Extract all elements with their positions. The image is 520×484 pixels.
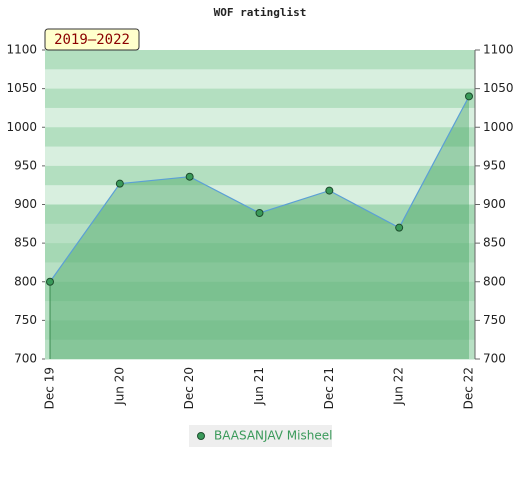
y2-tick-label: 700 bbox=[483, 352, 506, 366]
y2-tick-label: 1000 bbox=[483, 120, 514, 134]
y-tick-label: 850 bbox=[14, 236, 37, 250]
legend-marker bbox=[197, 432, 205, 440]
badge: 2019–2022 bbox=[54, 32, 130, 48]
y-tick-label: 750 bbox=[14, 313, 37, 327]
stripe bbox=[45, 243, 475, 263]
area bbox=[50, 96, 469, 359]
y-tick-label: 1000 bbox=[6, 120, 37, 134]
x-tick-label: Dec 22 bbox=[462, 367, 476, 409]
y-tick-label: 950 bbox=[14, 158, 37, 172]
stripe bbox=[45, 88, 475, 109]
point bbox=[325, 186, 334, 195]
stripe bbox=[45, 339, 475, 360]
badge-box bbox=[44, 28, 140, 51]
point bbox=[255, 208, 264, 217]
stripe bbox=[45, 320, 475, 341]
y2-tick-label: 1100 bbox=[483, 43, 514, 57]
y2-tick-label: 850 bbox=[483, 236, 506, 250]
stripe bbox=[45, 107, 475, 128]
stripe bbox=[45, 301, 475, 321]
stripe bbox=[45, 281, 475, 302]
stripe bbox=[45, 223, 475, 244]
y-tick-label: 700 bbox=[14, 352, 37, 366]
point bbox=[46, 277, 54, 286]
point bbox=[465, 92, 473, 101]
stripe bbox=[45, 69, 475, 90]
stripe bbox=[45, 127, 475, 148]
x-tick-label: Dec 20 bbox=[182, 367, 196, 409]
x-tick-label: Jun 22 bbox=[392, 367, 406, 406]
point bbox=[395, 223, 404, 232]
x-tick-label: Jun 20 bbox=[112, 367, 126, 406]
stripe bbox=[45, 50, 475, 70]
legend-label: BAASANJAV Misheel bbox=[214, 429, 332, 443]
x-tick-label: Dec 19 bbox=[43, 367, 57, 409]
stripe bbox=[45, 146, 475, 167]
y-tick-label: 1050 bbox=[6, 81, 37, 95]
y2-tick-label: 800 bbox=[483, 274, 506, 288]
point bbox=[185, 172, 194, 181]
y2-tick-label: 950 bbox=[483, 158, 506, 172]
y2-tick-label: 1050 bbox=[483, 81, 514, 95]
y-tick-label: 800 bbox=[14, 274, 37, 288]
y2-tick-label: 900 bbox=[483, 197, 506, 211]
chart-title: WOF ratinglist bbox=[214, 6, 307, 19]
y-tick-label: 1100 bbox=[6, 43, 37, 57]
point bbox=[115, 179, 124, 188]
legend-box bbox=[189, 425, 332, 447]
x-tick-label: Dec 21 bbox=[322, 367, 336, 409]
x-tick-label: Jun 21 bbox=[252, 367, 266, 406]
y-tick-label: 900 bbox=[14, 197, 37, 211]
stripe bbox=[45, 165, 475, 186]
stripe bbox=[45, 262, 475, 283]
stripe bbox=[45, 185, 475, 205]
y2-tick-label: 750 bbox=[483, 313, 506, 327]
